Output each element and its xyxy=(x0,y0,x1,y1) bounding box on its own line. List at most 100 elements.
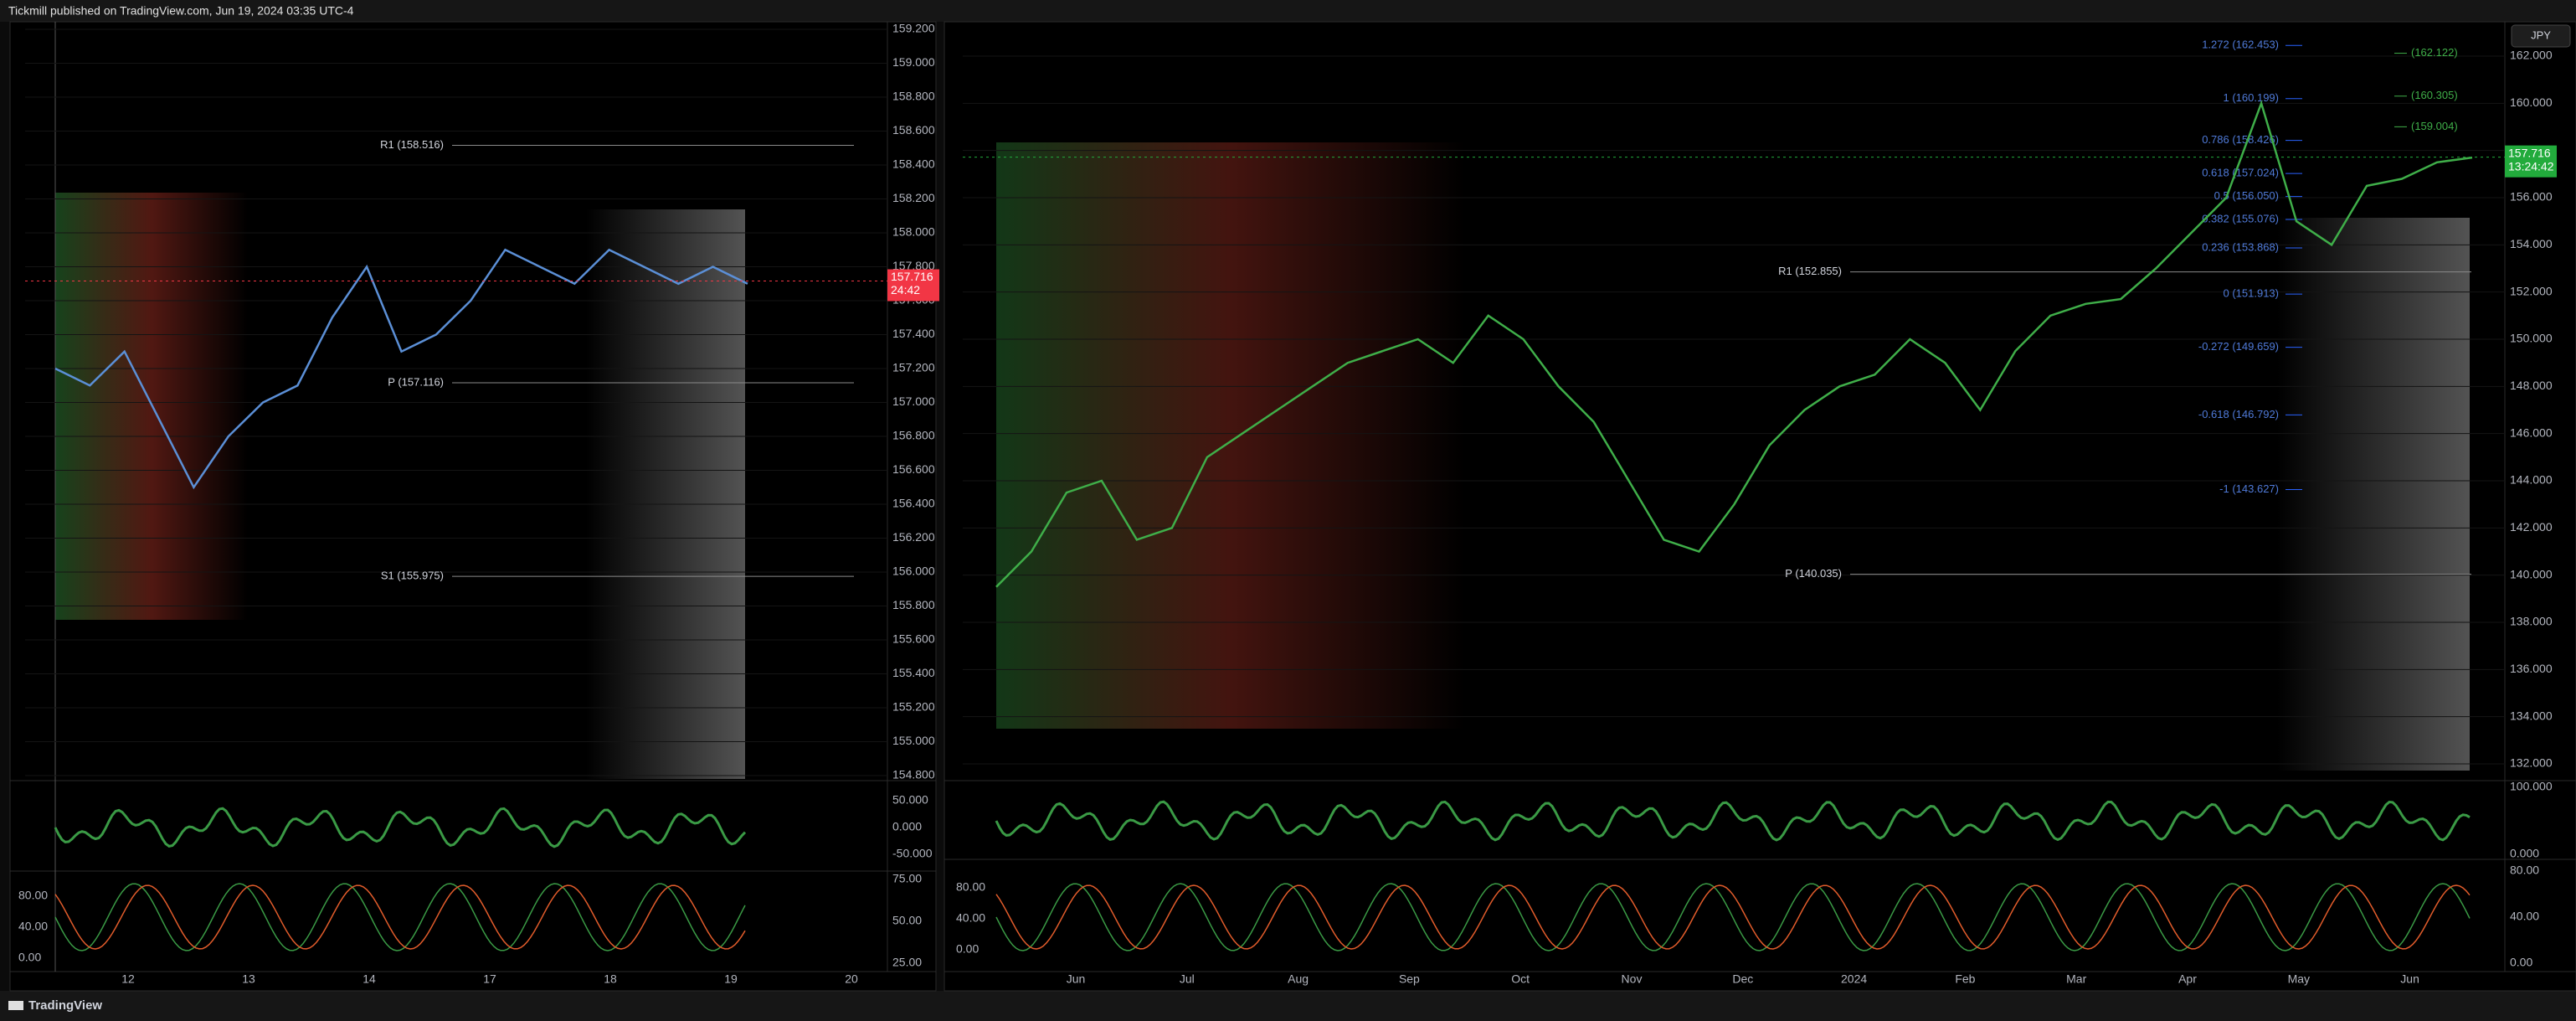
pivot-label: P (140.035) xyxy=(1785,567,1842,580)
osc-label: 40.00 xyxy=(2510,910,2539,923)
side-label: (159.004) xyxy=(2411,120,2458,132)
price-tick-label: 154.800 xyxy=(892,768,935,781)
side-label: (162.122) xyxy=(2411,46,2458,59)
osc-label: 0.000 xyxy=(2510,847,2539,860)
pivot-label: P (157.116) xyxy=(388,375,444,388)
time-label: Mar xyxy=(2066,972,2086,986)
time-label: 20 xyxy=(845,972,858,986)
time-label: Nov xyxy=(1622,972,1643,986)
last-price: 157.716 xyxy=(2508,146,2551,159)
time-label: Jul xyxy=(1180,972,1195,986)
price-tick-label: 159.000 xyxy=(892,55,935,69)
price-tick-label: 152.000 xyxy=(2510,284,2553,297)
top-bar xyxy=(0,0,2576,22)
price-tick-label: 160.000 xyxy=(2510,95,2553,109)
fib-label: 0.382 (155.076) xyxy=(2202,212,2279,224)
fib-label: 0.236 (153.868) xyxy=(2202,240,2279,253)
price-tick-label: 155.800 xyxy=(892,598,935,611)
price-tick-label: 158.400 xyxy=(892,157,935,171)
stochastic xyxy=(54,884,746,950)
publisher: Tickmill published on TradingView.com, J… xyxy=(8,4,354,18)
price-tick-label: 162.000 xyxy=(2510,49,2553,62)
osc-label: 0.00 xyxy=(956,942,979,956)
pivot-label: S1 (155.975) xyxy=(381,570,444,582)
price-tick-label: 132.000 xyxy=(2510,756,2553,770)
price-tick-label: 156.000 xyxy=(892,565,935,578)
fib-label: 1.272 (162.453) xyxy=(2202,39,2279,51)
price-tick-label: 155.600 xyxy=(892,632,935,646)
osc-label: 50.000 xyxy=(892,793,928,807)
osc-label: -50.000 xyxy=(892,847,933,860)
last-price: 157.716 xyxy=(891,270,933,283)
price-tick-label: 150.000 xyxy=(2510,332,2553,345)
osc-label: 75.00 xyxy=(892,872,922,885)
pivot-label: R1 (158.516) xyxy=(380,138,444,151)
price-tick-label: 138.000 xyxy=(2510,615,2553,628)
price-tick-label: 157.200 xyxy=(892,361,935,374)
price-tick-label: 158.200 xyxy=(892,191,935,204)
price-tick-label: 158.000 xyxy=(892,225,935,239)
last-price-box xyxy=(2505,145,2557,178)
price-tick-label: 158.600 xyxy=(892,123,935,137)
time-label: Sep xyxy=(1399,972,1420,986)
osc-label: 0.00 xyxy=(2510,956,2532,969)
volume-profile xyxy=(2277,218,2470,771)
time-label: 13 xyxy=(242,972,255,986)
price-tick-label: 156.200 xyxy=(892,530,935,544)
fib-label: -0.272 (149.659) xyxy=(2198,340,2279,353)
price-tick-label: 142.000 xyxy=(2510,520,2553,534)
volume-profile xyxy=(996,142,1465,729)
price-tick-label: 156.600 xyxy=(892,462,935,476)
oscillator xyxy=(995,800,2471,842)
time-label: Jun xyxy=(1067,972,1086,986)
volume-profile xyxy=(586,209,745,779)
fib-label: 0.618 (157.024) xyxy=(2202,167,2279,179)
time-label: Feb xyxy=(1955,972,1975,986)
price-tick-label: 156.400 xyxy=(892,497,935,510)
price-tick-label: 155.000 xyxy=(892,734,935,747)
price-tick-label: 146.000 xyxy=(2510,425,2553,439)
time-label: Apr xyxy=(2178,972,2197,986)
price-tick-label: 136.000 xyxy=(2510,662,2553,675)
fib-label: 0.786 (158.426) xyxy=(2202,133,2279,146)
price-line xyxy=(54,248,748,490)
price-tick-label: 157.800 xyxy=(892,259,935,272)
osc-label: 80.00 xyxy=(18,889,48,902)
currency[interactable]: JPY xyxy=(2531,28,2551,41)
price-tick-label: 157.000 xyxy=(892,394,935,408)
time-label: Aug xyxy=(1288,972,1309,986)
price-tick-label: 155.200 xyxy=(892,700,935,714)
osc-label: 50.00 xyxy=(892,914,922,927)
price-tick-label: 155.400 xyxy=(892,666,935,679)
fib-label: 0.5 (156.050) xyxy=(2214,189,2279,202)
price-tick-label: 159.200 xyxy=(892,22,935,35)
osc-label: 0.000 xyxy=(892,820,922,833)
price-line xyxy=(995,100,2473,588)
currency-button[interactable] xyxy=(2511,24,2571,48)
osc-label: 40.00 xyxy=(956,911,985,925)
price-tick-label: 156.000 xyxy=(2510,190,2553,204)
osc-label: 40.00 xyxy=(18,920,48,933)
countdown: 24:42 xyxy=(891,283,920,297)
time-label: Oct xyxy=(1511,972,1530,986)
time-label: 2024 xyxy=(1841,972,1867,986)
countdown: 13:24:42 xyxy=(2508,159,2554,173)
osc-label: 25.00 xyxy=(892,956,922,969)
price-tick-label: 158.800 xyxy=(892,90,935,103)
price-tick-label: 144.000 xyxy=(2510,473,2553,487)
fib-label: -1 (143.627) xyxy=(2219,482,2279,495)
time-label: 18 xyxy=(604,972,617,986)
stochastic xyxy=(995,884,2471,950)
price-tick-label: 140.000 xyxy=(2510,567,2553,580)
price-tick-label: 154.000 xyxy=(2510,237,2553,250)
time-label: 14 xyxy=(362,972,376,986)
last-price-box xyxy=(887,269,939,302)
price-tick-label: 156.800 xyxy=(892,429,935,442)
time-label: 12 xyxy=(121,972,135,986)
price-tick-label: 157.400 xyxy=(892,327,935,340)
price-tick-label: 134.000 xyxy=(2510,709,2553,722)
price-tick-label: 148.000 xyxy=(2510,379,2553,392)
osc-label: 80.00 xyxy=(956,880,985,894)
fib-label: 1 (160.199) xyxy=(2224,91,2280,104)
bottom-bar xyxy=(0,991,2576,1021)
